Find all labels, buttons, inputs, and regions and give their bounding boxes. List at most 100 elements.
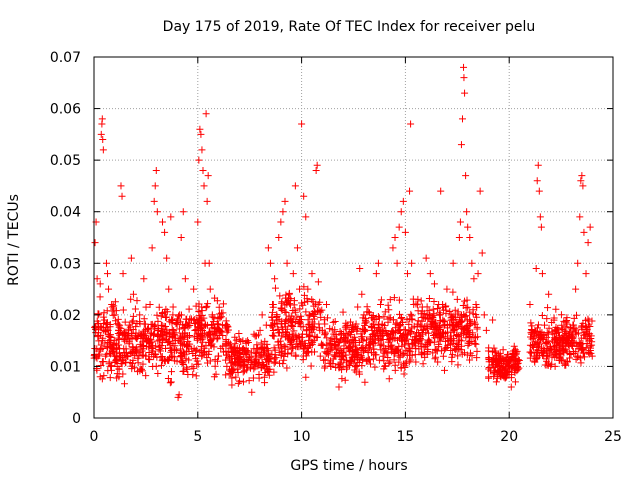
data-point: [406, 345, 414, 353]
data-point: [289, 270, 297, 278]
data-point: [281, 320, 289, 328]
data-point: [271, 284, 279, 292]
data-point: [226, 344, 234, 352]
data-point: [488, 361, 496, 369]
data-point: [424, 325, 432, 333]
data-point: [453, 295, 461, 303]
data-point: [318, 326, 326, 334]
data-point: [395, 223, 403, 231]
data-point: [501, 364, 509, 372]
data-point: [153, 311, 161, 319]
data-point: [464, 223, 472, 231]
data-point: [341, 376, 349, 384]
data-point: [449, 259, 457, 267]
data-point: [499, 346, 507, 354]
y-tick-label: 0.07: [50, 50, 81, 66]
data-point: [588, 338, 596, 346]
data-point: [103, 270, 111, 278]
data-point: [359, 355, 367, 363]
data-point: [100, 320, 108, 328]
data-point: [173, 357, 181, 365]
data-point: [219, 342, 227, 350]
data-point: [112, 356, 120, 364]
data-point: [167, 378, 175, 386]
data-point: [177, 339, 185, 347]
data-point: [337, 331, 345, 339]
data-point: [283, 259, 291, 267]
data-point: [206, 285, 214, 293]
data-point: [231, 347, 239, 355]
data-point: [530, 352, 538, 360]
data-point: [152, 342, 160, 350]
data-point: [380, 357, 388, 365]
data-point: [175, 312, 183, 320]
data-point: [203, 332, 211, 340]
data-point: [538, 270, 546, 278]
data-point: [528, 326, 536, 334]
data-point: [287, 321, 295, 329]
data-point: [202, 110, 210, 118]
data-point: [323, 301, 331, 309]
data-point: [555, 352, 563, 360]
data-point: [275, 348, 283, 356]
data-point: [174, 316, 182, 324]
data-point: [526, 354, 534, 362]
data-point: [537, 334, 545, 342]
data-point: [296, 305, 304, 313]
data-point: [113, 357, 121, 365]
data-point: [380, 349, 388, 357]
data-point: [431, 345, 439, 353]
data-point: [154, 337, 162, 345]
x-tick-label: 15: [396, 429, 414, 445]
data-point: [495, 362, 503, 370]
data-point: [252, 352, 260, 360]
data-point: [184, 343, 192, 351]
data-point: [129, 343, 137, 351]
data-point: [419, 360, 427, 368]
data-point: [316, 308, 324, 316]
data-point: [282, 294, 290, 302]
data-point: [150, 197, 158, 205]
data-point: [203, 354, 211, 362]
data-point: [142, 303, 150, 311]
data-point: [347, 338, 355, 346]
data-point: [353, 354, 361, 362]
data-point: [466, 356, 474, 364]
data-point: [177, 234, 185, 241]
data-point: [295, 332, 303, 340]
data-point: [445, 337, 453, 345]
data-point: [258, 311, 266, 319]
data-point: [379, 352, 387, 360]
data-point: [261, 369, 269, 377]
data-point: [377, 346, 385, 354]
data-point: [277, 344, 285, 352]
data-point: [497, 373, 505, 381]
data-point: [228, 374, 236, 382]
data-point: [580, 349, 588, 357]
data-point: [386, 296, 394, 304]
data-point: [360, 311, 368, 319]
data-point: [112, 307, 120, 315]
data-point: [300, 192, 308, 200]
data-point: [296, 285, 304, 293]
data-point: [237, 338, 245, 346]
data-point: [95, 347, 103, 355]
data-point: [256, 326, 264, 334]
data-point: [93, 275, 101, 283]
data-point: [358, 290, 366, 298]
data-point: [115, 373, 123, 381]
data-point: [395, 296, 403, 304]
data-point: [469, 306, 477, 314]
data-point: [463, 330, 471, 338]
data-point: [165, 354, 173, 362]
data-point: [243, 355, 251, 363]
data-point: [269, 332, 277, 340]
data-point: [324, 347, 332, 355]
data-point: [106, 331, 114, 339]
data-point: [298, 120, 306, 128]
data-point: [529, 342, 537, 350]
data-point: [195, 156, 203, 164]
data-point: [115, 327, 123, 335]
data-point: [348, 347, 356, 355]
data-point: [167, 368, 175, 376]
